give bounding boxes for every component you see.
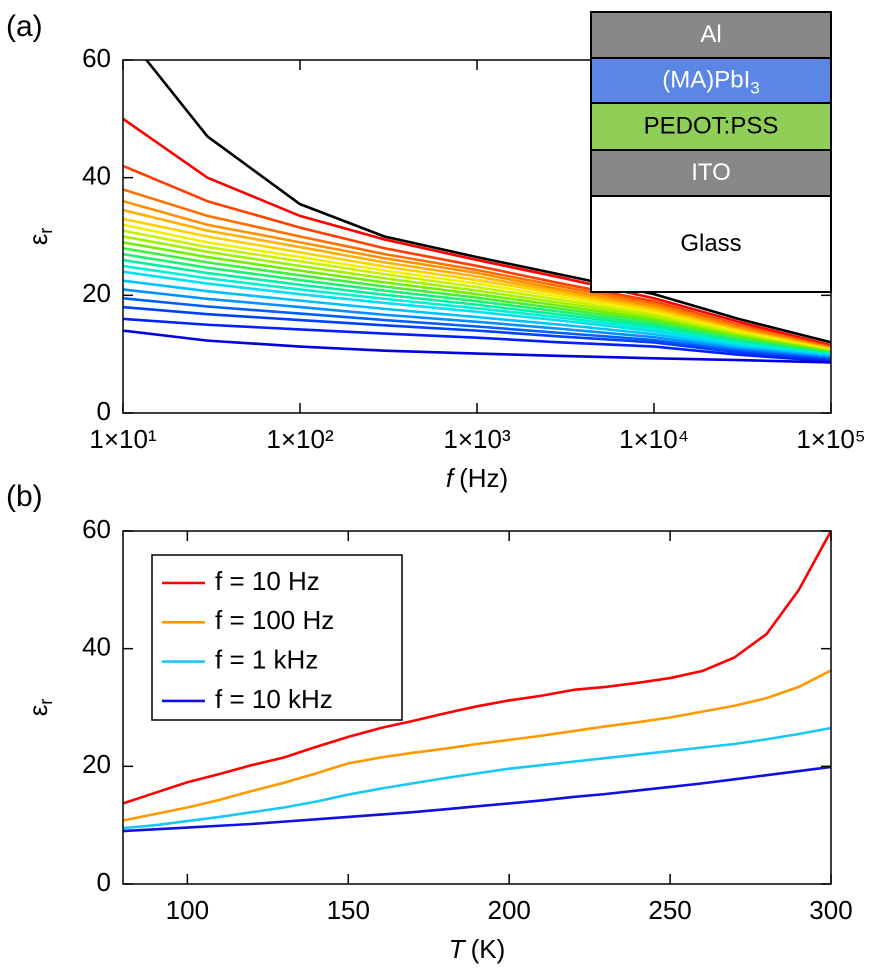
layer <box>590 102 832 151</box>
layer <box>590 195 832 293</box>
series-line <box>123 765 831 833</box>
y-axis-label: εr <box>23 699 56 717</box>
panel-0: (a) 0 20 40 60 1×10¹ 1×10² 1×10³ 1×10⁴ 1×10⁵ f (Hz)… <box>6 10 866 493</box>
y-tick-label: 20 <box>82 749 111 779</box>
layer-label: Al <box>700 21 721 48</box>
series-line <box>123 235 831 353</box>
x-tick-label: 100 <box>166 895 209 925</box>
series-line <box>123 208 831 351</box>
series-line <box>123 531 831 805</box>
series-line <box>123 164 831 348</box>
x-tick-label: 200 <box>487 895 530 925</box>
series-line <box>123 305 831 362</box>
y-tick-label: 40 <box>82 161 111 191</box>
x-label-var: T <box>449 934 467 964</box>
series-line <box>123 117 831 347</box>
series-line <box>123 279 831 358</box>
x-tick-label: 1×10² <box>266 424 334 454</box>
panel-label: (b) <box>6 480 43 513</box>
series-line <box>123 241 831 354</box>
layer-name: Al <box>700 21 721 48</box>
panel-label: (a) <box>6 10 43 43</box>
layer-name: PEDOT:PSS <box>644 113 779 140</box>
layer <box>590 11 832 59</box>
series-line <box>123 199 831 350</box>
series-line <box>123 258 831 356</box>
x-tick-label: 1×10⁴ <box>619 424 689 454</box>
y-label: ε <box>23 704 53 716</box>
series-line <box>123 329 831 364</box>
layer-name: Glass <box>680 230 741 257</box>
y-tick-label: 40 <box>82 632 111 662</box>
series-line <box>144 60 831 344</box>
series-line <box>123 188 831 349</box>
x-axis-label: T (K) <box>449 934 506 964</box>
layer-subscript: 3 <box>750 79 759 98</box>
legend-label: f = 1 kHz <box>215 644 318 674</box>
legend: f = 10 Hz f = 100 Hz f = 1 kHz f = 10 kHz <box>151 554 403 721</box>
x-tick-label: 300 <box>809 895 852 925</box>
panel-1: (b) 0 20 40 60 100 150 200 250 300 T (K) εr f = 10 Hz… <box>6 480 853 964</box>
legend-label: f = 10 Hz <box>215 566 320 596</box>
y-label-sub: r <box>36 699 56 705</box>
x-label-unit: (K) <box>471 934 506 964</box>
y-tick-label: 0 <box>97 867 111 897</box>
x-label-var: f <box>446 463 456 493</box>
layer-label: ITO <box>691 159 731 186</box>
y-label: ε <box>23 233 53 245</box>
y-tick-label: 60 <box>82 514 111 544</box>
y-tick-label: 20 <box>82 278 111 308</box>
layer <box>590 149 832 197</box>
y-label-sub: r <box>36 228 56 234</box>
y-axis-label: εr <box>23 228 56 246</box>
lines <box>123 531 831 833</box>
layer-name: (MA)PbI <box>662 67 750 94</box>
x-tick-label: 150 <box>327 895 370 925</box>
lines <box>123 60 831 364</box>
y-tick-label: 60 <box>82 43 111 73</box>
series-line <box>123 669 831 822</box>
x-tick-label: 1×10⁵ <box>796 424 865 454</box>
layer-label: Glass <box>680 230 741 257</box>
series-line <box>123 217 831 351</box>
legend-label: f = 10 kHz <box>215 684 333 714</box>
x-tick-label: 250 <box>648 895 691 925</box>
series-line <box>123 270 831 357</box>
layer-label: PEDOT:PSS <box>644 113 779 140</box>
y-tick-label: 0 <box>97 396 111 426</box>
series-line <box>123 288 831 359</box>
x-label-unit: (Hz) <box>459 463 508 493</box>
x-tick-label: 1×10³ <box>443 424 511 454</box>
series-line <box>123 223 831 352</box>
series-line <box>123 317 831 363</box>
series-line <box>123 252 831 355</box>
axis-box <box>122 530 832 885</box>
x-axis-label: f (Hz) <box>446 463 508 493</box>
layer-label: (MA)PbI3 <box>662 67 759 98</box>
series-line <box>123 246 831 355</box>
series-line <box>123 229 831 352</box>
series-line <box>123 726 831 830</box>
inset: Al (MA)PbI3 PEDOT:PSS ITO Glass <box>590 11 832 293</box>
series-line <box>123 264 831 357</box>
series-line <box>123 296 831 361</box>
layer <box>590 57 832 104</box>
legend-label: f = 100 Hz <box>215 605 334 635</box>
x-tick-label: 1×10¹ <box>89 424 157 454</box>
layer-name: ITO <box>691 159 731 186</box>
